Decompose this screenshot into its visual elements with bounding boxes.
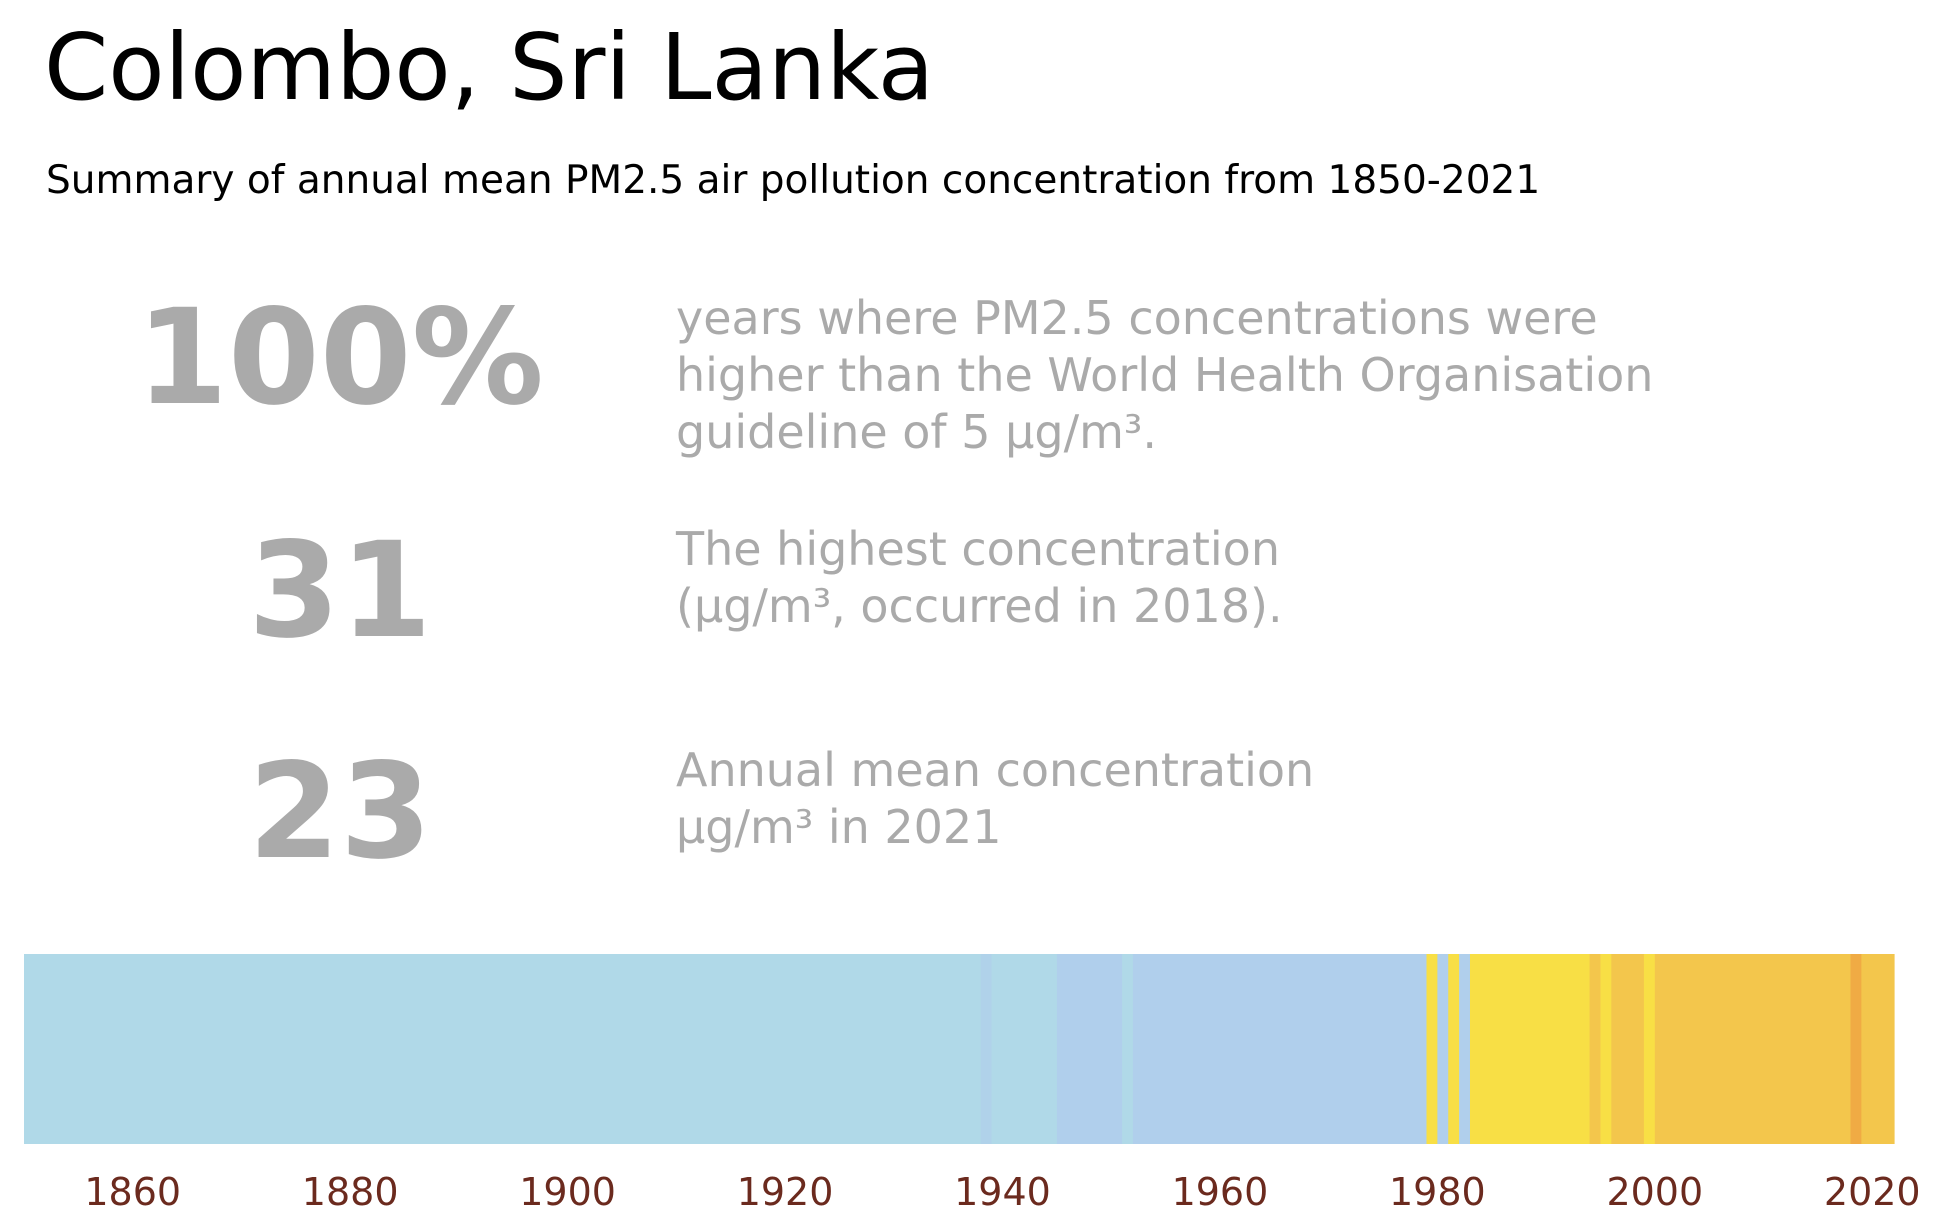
stat-exceedance-line: higher than the World Health Organisatio…: [676, 348, 1654, 402]
x-tick-label: 1980: [1389, 1170, 1486, 1214]
x-axis-ticks: 1860 1880 1900 1920 1940 1960 1980 2000 2020: [84, 1170, 1920, 1214]
x-tick-label: 1900: [519, 1170, 616, 1214]
stripe-segment: [1437, 954, 1449, 1144]
stripe-segment: [1850, 954, 1862, 1144]
stat-current-line: Annual mean concentration: [676, 743, 1315, 797]
stripe-segment: [1654, 954, 1852, 1144]
x-tick-label: 1960: [1172, 1170, 1269, 1214]
stripe-segment: [1459, 954, 1471, 1144]
stripe-segment: [1469, 954, 1591, 1144]
stat-exceedance-description: years where PM2.5 concentrations were hi…: [676, 290, 1916, 461]
stat-current-value: 23: [248, 735, 432, 889]
stat-highest-value: 31: [248, 514, 432, 668]
stripe-segment: [1611, 954, 1645, 1144]
stripe-segment: [1426, 954, 1438, 1144]
x-tick-label: 1880: [302, 1170, 399, 1214]
x-tick-label: 1860: [84, 1170, 181, 1214]
stripe-segment: [980, 954, 993, 1144]
stat-current-line: µg/m³ in 2021: [676, 800, 1002, 854]
stat-highest-line: (µg/m³, occurred in 2018).: [676, 579, 1283, 633]
stripe-segment: [1600, 954, 1612, 1144]
stat-exceedance-line: guideline of 5 µg/m³.: [676, 405, 1157, 459]
stripe-segment: [24, 954, 982, 1144]
stat-highest-description: The highest concentration (µg/m³, occurr…: [676, 521, 1916, 635]
page-title: Colombo, Sri Lanka: [44, 14, 935, 121]
x-tick-label: 1920: [737, 1170, 834, 1214]
stripe-bars: [24, 954, 1895, 1144]
stat-exceedance-value: 100%: [136, 281, 544, 435]
stripe-segment: [1448, 954, 1460, 1144]
stripe-segment: [1589, 954, 1602, 1144]
x-tick-label: 2020: [1824, 1170, 1921, 1214]
stripe-segment: [991, 954, 1058, 1144]
stat-current-description: Annual mean concentration µg/m³ in 2021: [676, 742, 1916, 856]
stripe-segment: [1056, 954, 1123, 1144]
stripe-segment: [1861, 954, 1895, 1144]
x-tick-label: 1940: [954, 1170, 1051, 1214]
x-tick-label: 2000: [1606, 1170, 1703, 1214]
stat-highest-line: The highest concentration: [676, 522, 1280, 576]
page-subtitle: Summary of annual mean PM2.5 air polluti…: [46, 158, 1541, 203]
stripe-segment: [1132, 954, 1428, 1144]
stripe-segment: [1122, 954, 1134, 1144]
stripe-segment: [1643, 954, 1656, 1144]
stat-exceedance-line: years where PM2.5 concentrations were: [676, 291, 1598, 345]
